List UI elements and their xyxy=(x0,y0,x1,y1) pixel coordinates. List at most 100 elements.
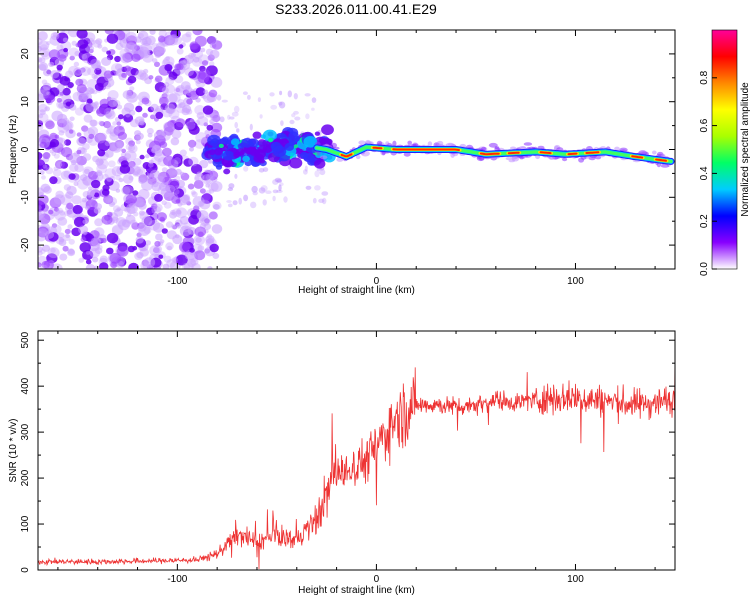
noise-cell xyxy=(172,224,178,230)
y-tick-label: 10 xyxy=(20,96,31,108)
ridge-cell xyxy=(284,142,295,151)
noise-cell xyxy=(159,216,165,222)
noise-cell xyxy=(166,245,173,251)
noise-cell xyxy=(184,67,194,77)
noise-cell xyxy=(68,129,74,134)
noise-cell xyxy=(158,182,169,192)
noise-cell xyxy=(205,183,210,188)
ridge-cell xyxy=(314,159,326,169)
noise-cell xyxy=(38,214,43,221)
noise-cell xyxy=(38,246,43,253)
noise-cell xyxy=(269,92,275,97)
noise-cell xyxy=(207,36,218,46)
noise-cell xyxy=(106,232,119,244)
ridge-hot xyxy=(585,151,600,154)
noise-cell xyxy=(204,129,211,136)
noise-cell xyxy=(243,194,249,202)
noise-cell xyxy=(75,69,82,74)
noise-cell xyxy=(38,211,43,220)
noise-cell xyxy=(165,221,174,228)
noise-cell xyxy=(124,52,133,60)
noise-cell xyxy=(116,121,122,126)
ridge-cell xyxy=(403,152,411,157)
noise-cell xyxy=(206,233,213,239)
noise-cell xyxy=(171,208,182,218)
noise-cell xyxy=(280,120,284,126)
noise-cell xyxy=(43,207,48,213)
noise-cell xyxy=(262,199,267,206)
noise-cell xyxy=(46,41,51,46)
noise-cell xyxy=(135,132,144,140)
noise-cell xyxy=(104,30,114,35)
noise-cell xyxy=(189,43,197,50)
noise-cell xyxy=(120,152,127,158)
noise-cell xyxy=(83,114,93,123)
noise-cell xyxy=(157,35,166,43)
noise-cell xyxy=(165,84,176,94)
noise-cell xyxy=(58,239,67,246)
noise-cell xyxy=(168,34,179,44)
noise-cell xyxy=(145,35,156,46)
noise-cell xyxy=(49,132,58,141)
noise-cell xyxy=(117,68,123,73)
noise-cell xyxy=(151,182,162,192)
noise-cell xyxy=(53,153,60,159)
x-tick-label: -100 xyxy=(167,574,187,585)
noise-cell xyxy=(147,132,153,138)
ridge-cell xyxy=(376,140,383,146)
noise-cell xyxy=(278,184,282,192)
ridge-cell xyxy=(250,149,259,157)
heatmap-cells xyxy=(38,30,675,269)
noise-cell xyxy=(187,139,197,148)
noise-cell xyxy=(304,93,311,97)
noise-cell xyxy=(148,75,154,80)
noise-cell xyxy=(41,260,50,269)
noise-cell xyxy=(53,166,59,171)
noise-cell xyxy=(233,105,240,113)
noise-cell xyxy=(122,184,134,195)
noise-cell xyxy=(73,181,79,187)
snr-x-label: Height of straight line (km) xyxy=(298,585,415,596)
noise-cell xyxy=(82,153,92,161)
snr-frame xyxy=(37,330,676,571)
noise-cell xyxy=(124,153,132,160)
noise-cell xyxy=(305,113,310,120)
noise-cell xyxy=(89,119,97,127)
noise-cell xyxy=(41,163,50,171)
noise-cell xyxy=(52,72,62,81)
noise-cell xyxy=(39,141,47,148)
noise-cell xyxy=(219,116,225,123)
noise-cell xyxy=(146,127,154,135)
noise-cell xyxy=(115,42,124,51)
noise-cell xyxy=(64,210,70,217)
noise-cell xyxy=(208,89,218,98)
noise-cell xyxy=(207,159,213,164)
noise-cell xyxy=(197,245,205,252)
noise-cell xyxy=(57,84,65,91)
noise-cell xyxy=(139,42,152,54)
noise-cell xyxy=(194,173,205,182)
noise-cell xyxy=(52,32,59,38)
noise-cell xyxy=(164,92,169,97)
ridge-cell xyxy=(652,150,657,155)
noise-cell xyxy=(161,200,167,206)
noise-cell xyxy=(140,38,148,45)
noise-cell xyxy=(227,203,233,208)
noise-cell xyxy=(234,121,238,129)
noise-cell xyxy=(38,159,44,166)
noise-cell xyxy=(98,159,104,165)
ridge-hot xyxy=(655,158,667,162)
noise-cell xyxy=(65,101,72,107)
ridge-hot xyxy=(479,152,500,156)
noise-cell xyxy=(319,169,326,176)
noise-cell xyxy=(94,203,103,210)
noise-cell xyxy=(54,134,60,139)
noise-cell xyxy=(197,116,209,126)
noise-cell xyxy=(115,174,121,181)
noise-cell xyxy=(156,176,165,184)
noise-cell xyxy=(163,82,170,88)
colorbar-tick-label: 0.8 xyxy=(699,70,710,84)
noise-cell xyxy=(196,171,203,177)
noise-cell xyxy=(185,121,196,130)
noise-cell xyxy=(49,87,60,97)
